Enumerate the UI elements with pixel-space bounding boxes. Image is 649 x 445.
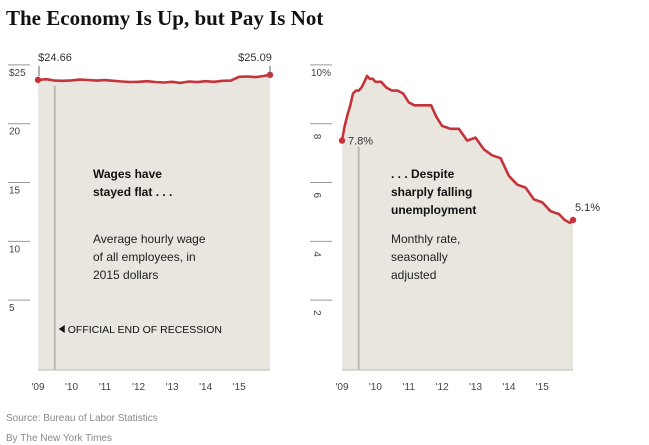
chart1-annotation-heading: Wages have	[93, 167, 162, 181]
chart2-annotation-heading: sharply falling	[391, 185, 472, 199]
chart2-ytick-label: 4	[311, 251, 322, 257]
chart1-ytick-label: 20	[9, 127, 21, 138]
chart1-ytick-label: 5	[9, 303, 15, 314]
chart1-xtick-label: '13	[166, 382, 179, 393]
chart2-annotation-heading: . . . Despite	[391, 167, 455, 181]
chart2-annotation-description: adjusted	[391, 268, 436, 282]
chart1-ytick-label: 15	[9, 186, 21, 197]
chart2-ytick-label: 8	[311, 134, 322, 140]
chart2-end-value-label: 5.1%	[575, 202, 600, 214]
chart2-series-line	[340, 74, 574, 225]
chart1-xtick-label: '15	[233, 382, 246, 393]
chart1-xtick-label: '09	[31, 382, 44, 393]
chart1-end-value-label: $25.09	[238, 52, 272, 64]
chart2-ytick-label: 6	[311, 193, 322, 199]
chart2-xtick-label: '12	[436, 382, 449, 393]
chart1-xtick-label: '11	[99, 382, 112, 393]
chart1-annotation-description: 2015 dollars	[93, 268, 158, 282]
chart1-annotation-description: of all employees, in	[93, 250, 196, 264]
page-title: The Economy Is Up, but Pay Is Not	[6, 6, 324, 30]
chart2-annotation-description: Monthly rate,	[391, 232, 460, 246]
chart2-annotation-description: seasonally	[391, 250, 448, 264]
chart2-end-point	[569, 216, 577, 224]
chart1-xtick-label: '12	[132, 382, 145, 393]
chart2-start-point	[338, 137, 346, 144]
chart1-area	[38, 74, 270, 371]
chart1-xtick-label: '10	[65, 382, 78, 393]
recession-arrow-icon	[58, 325, 65, 333]
source-note: Source: Bureau of Labor Statistics	[6, 413, 158, 424]
chart1-annotation-heading: stayed flat . . .	[93, 185, 172, 199]
chart2-area	[342, 75, 573, 371]
byline: By The New York Times	[6, 433, 112, 444]
chart1-start-point	[34, 76, 42, 84]
chart2-xtick-label: '09	[335, 382, 348, 393]
chart2-xtick-label: '15	[536, 382, 549, 393]
chart1-xtick-label: '14	[199, 382, 212, 393]
chart1-ytick-label: $25	[9, 68, 26, 79]
chart1-ytick-label: 10	[9, 244, 21, 255]
chart2-ytick-label: 2	[311, 310, 322, 316]
chart2-xtick-label: '11	[403, 382, 416, 393]
chart1-annotation-description: Average hourly wage	[93, 232, 206, 246]
chart2-xtick-label: '10	[369, 382, 382, 393]
chart1-series-line	[37, 73, 271, 85]
chart2-xtick-label: '13	[469, 382, 482, 393]
recession-label: OFFICIAL END OF RECESSION	[68, 324, 222, 336]
chart2-ytick-label: 10%	[311, 68, 331, 79]
chart1-start-value-label: $24.66	[38, 52, 72, 64]
chart2-start-value-label: 7.8%	[348, 136, 373, 148]
chart2-annotation-heading: unemployment	[391, 203, 476, 217]
chart2-xtick-label: '14	[502, 382, 515, 393]
